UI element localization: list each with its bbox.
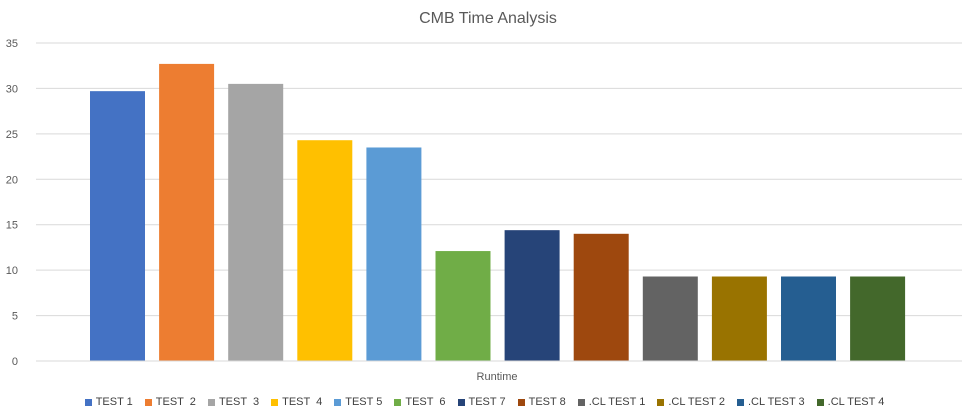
y-tick-label: 25 [6, 129, 18, 141]
bar-12 [850, 276, 906, 361]
legend-label: .CL TEST 2 [668, 396, 725, 408]
legend-swatch [144, 398, 152, 406]
bar-9 [642, 276, 698, 361]
bars [90, 63, 906, 361]
legend-item: TEST 7 [457, 396, 506, 408]
legend-label: TEST 5 [345, 396, 383, 408]
legend-swatch [816, 398, 824, 406]
bar-2 [159, 63, 215, 361]
bar-11 [781, 276, 836, 361]
legend-label: TEST 8 [528, 396, 566, 408]
y-tick-label: 10 [6, 265, 18, 277]
legend-swatch [271, 398, 279, 406]
legend-item: TEST 4 [271, 396, 322, 408]
legend-swatch [577, 398, 585, 406]
y-tick-label: 20 [6, 174, 18, 186]
bar-3 [228, 83, 284, 361]
chart-title: CMB Time Analysis [419, 10, 557, 27]
legend-label: .CL TEST 3 [748, 396, 805, 408]
legend-label: TEST 2 [155, 396, 196, 408]
bar-7 [504, 230, 560, 361]
legend-label: .CL TEST 1 [588, 396, 646, 408]
legend-item: TEST 5 [334, 396, 382, 408]
legend-swatch [657, 398, 665, 406]
legend-swatch [517, 398, 525, 406]
bar-4 [297, 140, 353, 361]
bar-1 [90, 91, 145, 361]
legend-swatch [334, 398, 342, 406]
legend-item: .CL TEST 3 [737, 396, 805, 408]
legend-label: TEST 1 [95, 396, 133, 408]
legend-item: .CL TEST 1 [577, 396, 646, 408]
y-tick-label: 30 [6, 83, 18, 95]
y-tick-label: 15 [6, 220, 18, 232]
legend-swatch [84, 398, 92, 406]
y-tick-label: 5 [12, 311, 18, 323]
legend-label: TEST 3 [218, 396, 260, 408]
legend: TEST 1 TEST 2 TEST 3 TEST 4 TEST 5 TEST 6 TEST… [0, 396, 969, 408]
legend-item: TEST 1 [84, 396, 133, 408]
legend-swatch [207, 398, 215, 406]
y-axis-ticks: 0 5 10 15 20 25 30 35 [6, 38, 18, 368]
legend-item: TEST 8 [517, 396, 566, 408]
legend-swatch [394, 398, 402, 406]
legend-item: TEST 3 [207, 396, 260, 408]
bar-5 [366, 147, 422, 361]
legend-label: TEST 4 [282, 396, 323, 408]
legend-item: TEST 6 [394, 396, 446, 408]
bar-10 [711, 276, 767, 361]
y-tick-label: 35 [6, 38, 18, 50]
legend-label: TEST 7 [468, 396, 506, 408]
x-axis-category-label: Runtime [477, 371, 518, 383]
legend-label: TEST 6 [405, 396, 446, 408]
legend-label: .CL TEST 4 [827, 396, 885, 408]
bar-6 [435, 251, 491, 361]
legend-item: .CL TEST 2 [657, 396, 725, 408]
legend-item: .CL TEST 4 [816, 396, 885, 408]
legend-item: TEST 2 [144, 396, 196, 408]
legend-swatch [737, 398, 744, 406]
bar-8 [573, 233, 629, 361]
y-tick-label: 0 [12, 356, 18, 368]
legend-swatch [457, 398, 465, 406]
